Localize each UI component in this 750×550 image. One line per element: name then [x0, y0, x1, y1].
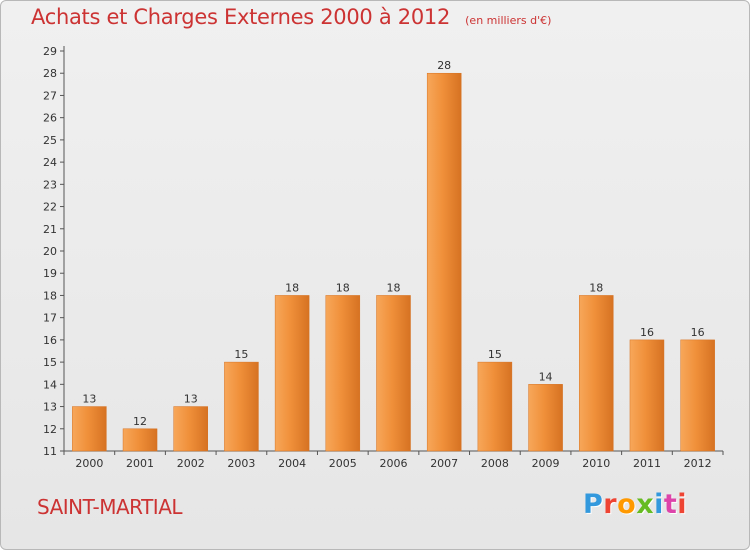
title-row: Achats et Charges Externes 2000 à 2012 (…: [31, 5, 551, 29]
data-label: 16: [640, 326, 654, 339]
bars: [72, 72, 715, 452]
data-label: 18: [589, 281, 603, 294]
brand-logo[interactable]: Proxiti: [583, 489, 687, 520]
y-tick-label: 29: [43, 45, 57, 58]
y-tick-label: 14: [43, 378, 57, 391]
bar-2000[interactable]: [72, 406, 107, 452]
brand-letter: t: [663, 489, 678, 520]
bar-2003[interactable]: [224, 361, 259, 452]
data-label: 13: [82, 393, 96, 406]
brand-letter: x: [636, 489, 655, 520]
x-tick-label: 2009: [532, 457, 560, 470]
chart-title: Achats et Charges Externes 2000 à 2012: [31, 5, 451, 29]
data-label: 16: [691, 326, 705, 339]
x-tick-label: 2012: [684, 457, 712, 470]
y-tick-label: 16: [43, 334, 57, 347]
x-tick-label: 2002: [177, 457, 205, 470]
y-tick-label: 24: [43, 156, 57, 169]
y-tick-label: 27: [43, 89, 57, 102]
data-label: 15: [488, 348, 502, 361]
data-label: 28: [437, 59, 451, 72]
bar-2008[interactable]: [477, 361, 513, 452]
y-tick-label: 28: [43, 67, 57, 80]
bar-2007[interactable]: [426, 72, 462, 452]
y-axis: 11 12 13 14 15 16 17 18 19 20 21 22 23 24 25 26 27 28 29: [43, 45, 65, 458]
y-tick-label: 22: [43, 201, 57, 214]
x-tick-label: 2000: [75, 457, 103, 470]
x-tick-label: 2008: [481, 457, 509, 470]
x-tick-label: 2011: [633, 457, 661, 470]
x-tick-label: 2004: [278, 457, 306, 470]
x-tick-label: 2007: [430, 457, 458, 470]
chart-subtitle: (en milliers d'€): [465, 14, 552, 27]
y-tick-label: 13: [43, 401, 57, 414]
x-tick-label: 2010: [582, 457, 610, 470]
x-axis: 2000 2001 2002 2003 2004 2005 2006 2007 2008 2009…: [63, 450, 724, 470]
data-label: 18: [336, 281, 350, 294]
x-tick-label: 2005: [329, 457, 357, 470]
data-label: 18: [387, 281, 401, 294]
data-labels: 13 12 13 15 18 18 18 28 15 14 18 16 16: [82, 59, 704, 428]
brand-letter: i: [677, 489, 688, 520]
place-name: SAINT-MARTIAL: [37, 495, 183, 519]
bar-2006[interactable]: [376, 295, 411, 452]
brand-letter: o: [617, 489, 637, 520]
bar-2004[interactable]: [274, 295, 310, 452]
bar-2010[interactable]: [579, 295, 614, 452]
brand-letter: i: [654, 489, 664, 520]
data-label: 18: [285, 281, 299, 294]
y-tick-label: 25: [43, 134, 57, 147]
y-tick-label: 23: [43, 178, 57, 191]
bar-2011[interactable]: [629, 339, 665, 452]
y-tick-label: 15: [43, 356, 57, 369]
bar-2005[interactable]: [325, 295, 361, 452]
y-tick-label: 11: [43, 445, 57, 458]
y-tick-label: 19: [43, 267, 57, 280]
brand-letter: r: [603, 489, 618, 520]
brand-letter: P: [583, 489, 604, 520]
y-tick-label: 12: [43, 423, 57, 436]
bar-2001[interactable]: [122, 428, 158, 452]
bar-2012[interactable]: [680, 339, 715, 452]
y-tick-label: 26: [43, 112, 57, 125]
y-tick-label: 17: [43, 312, 57, 325]
bar-2009[interactable]: [528, 384, 563, 452]
y-tick-label: 18: [43, 289, 57, 302]
x-tick-label: 2006: [380, 457, 408, 470]
data-label: 12: [133, 415, 147, 428]
y-tick-label: 20: [43, 245, 57, 258]
bar-2002[interactable]: [173, 406, 208, 452]
data-label: 13: [184, 393, 198, 406]
y-tick-label: 21: [43, 223, 57, 236]
data-label: 14: [539, 370, 553, 383]
data-label: 15: [234, 348, 248, 361]
x-tick-label: 2003: [227, 457, 255, 470]
x-tick-label: 2001: [126, 457, 154, 470]
